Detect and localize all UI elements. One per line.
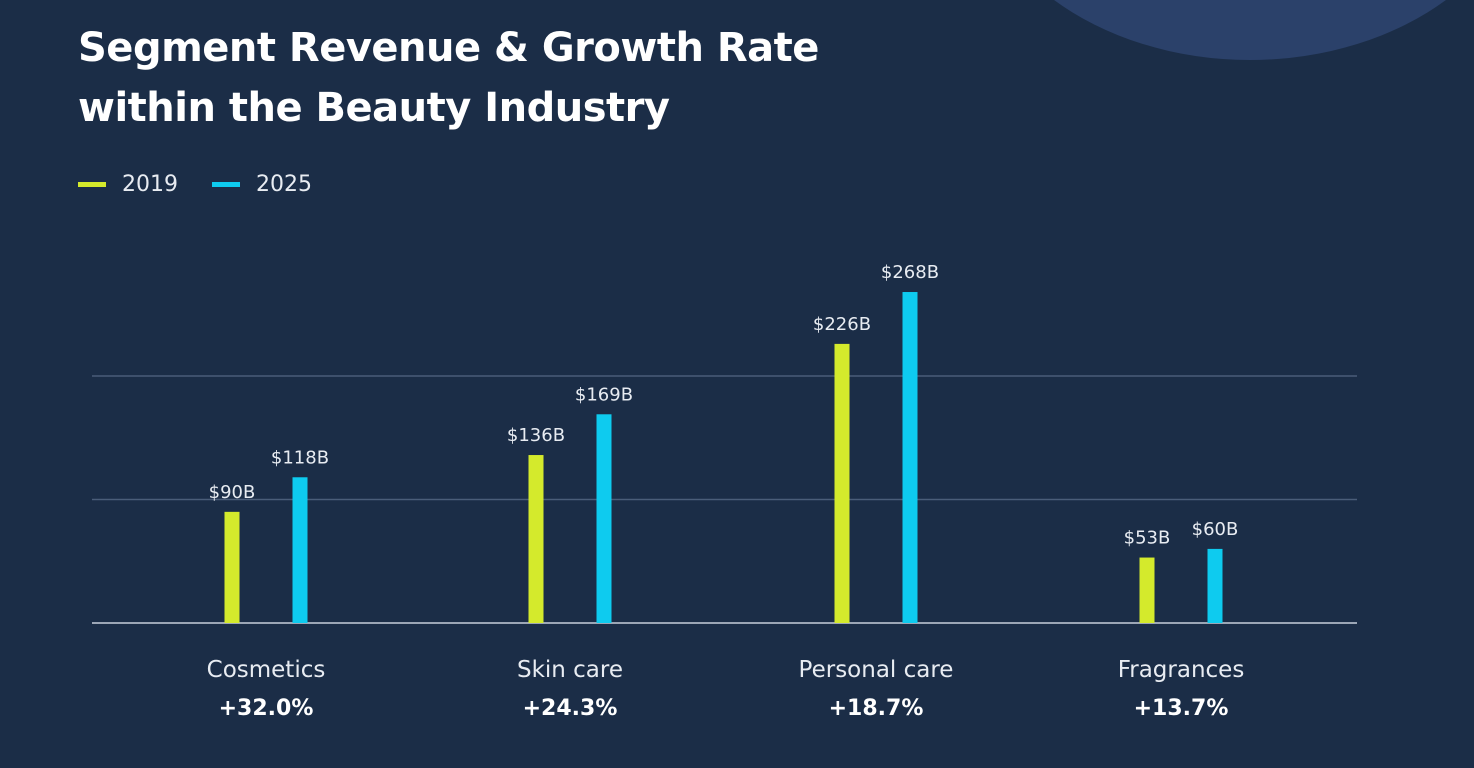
chart-title: Segment Revenue & Growth Rate within the…	[78, 18, 978, 138]
growth-label-cosmetics: +32.0%	[219, 696, 314, 721]
growth-label-fragrances: +13.7%	[1134, 696, 1229, 721]
value-label-cosmetics-2019: $90B	[209, 482, 256, 503]
bar-skin-care-2025	[596, 414, 612, 623]
category-label-skin-care: Skin care	[517, 657, 623, 683]
category-label-personal-care: Personal care	[799, 657, 954, 683]
value-label-skin-care-2019: $136B	[507, 425, 565, 446]
category-label-cosmetics: Cosmetics	[207, 657, 326, 683]
growth-label-personal-care: +18.7%	[829, 696, 924, 721]
bar-personal-care-2019	[834, 343, 850, 623]
growth-label-skin-care: +24.3%	[523, 696, 618, 721]
value-label-fragrances-2019: $53B	[1124, 528, 1171, 549]
bar-fragrances-2025	[1207, 548, 1223, 623]
legend-swatch-2025	[212, 182, 240, 187]
value-label-personal-care-2025: $268B	[881, 262, 939, 283]
value-label-fragrances-2025: $60B	[1192, 519, 1239, 540]
legend-swatch-2019	[78, 182, 106, 187]
bar-skin-care-2019	[528, 455, 544, 623]
value-label-skin-care-2025: $169B	[575, 384, 633, 405]
bar-cosmetics-2025	[292, 477, 308, 623]
chart-title-line-1: Segment Revenue & Growth Rate	[78, 25, 819, 71]
legend-label-2019: 2019	[122, 172, 178, 197]
bar-fragrances-2019	[1139, 557, 1155, 623]
category-label-fragrances: Fragrances	[1118, 657, 1245, 683]
bar-cosmetics-2019	[224, 511, 240, 623]
chart-legend: 2019 2025	[78, 172, 346, 197]
value-label-cosmetics-2025: $118B	[271, 447, 329, 468]
legend-label-2025: 2025	[256, 172, 312, 197]
chart-title-line-2: within the Beauty Industry	[78, 85, 670, 131]
value-label-personal-care-2019: $226B	[813, 314, 871, 335]
bar-personal-care-2025	[902, 292, 918, 623]
legend-item-2025: 2025	[212, 172, 312, 197]
legend-item-2019: 2019	[78, 172, 178, 197]
